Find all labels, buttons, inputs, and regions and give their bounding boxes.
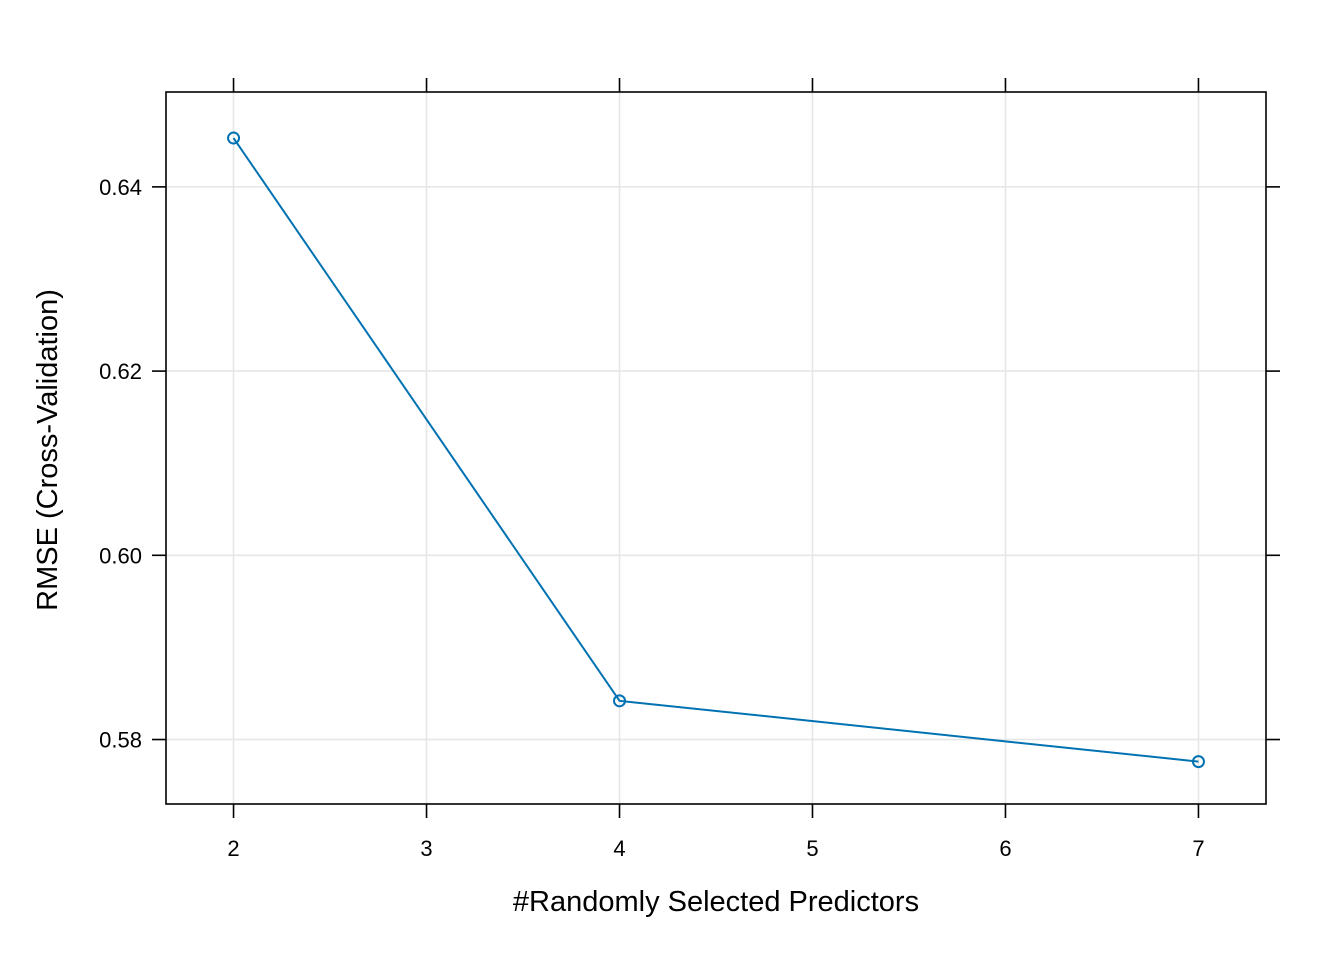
series-layer <box>227 131 1205 769</box>
y-tick-label: 0.62 <box>99 359 142 384</box>
x-tick-label: 2 <box>227 836 239 861</box>
plot-frame <box>165 91 1267 805</box>
x-tick-label: 5 <box>806 836 818 861</box>
data-point <box>1191 755 1205 769</box>
x-tick-label: 7 <box>1192 836 1204 861</box>
y-tick-label: 0.58 <box>99 728 142 753</box>
data-point <box>613 694 627 708</box>
y-tick-label: 0.64 <box>99 175 142 200</box>
grid-layer <box>166 92 1266 804</box>
y-axis-title: RMSE (Cross-Validation) <box>32 289 64 611</box>
x-axis-title: #Randomly Selected Predictors <box>513 886 919 918</box>
data-point <box>227 131 241 145</box>
x-tick-label: 6 <box>999 836 1011 861</box>
x-tick-label: 3 <box>420 836 432 861</box>
label-layer: 2 3 4 5 6 7 0.58 0.60 0.62 0.64 <box>99 175 1204 861</box>
series-line <box>232 137 1199 763</box>
tick-layer <box>152 78 1280 818</box>
y-tick-label: 0.60 <box>99 543 142 568</box>
x-tick-label: 4 <box>613 836 625 861</box>
